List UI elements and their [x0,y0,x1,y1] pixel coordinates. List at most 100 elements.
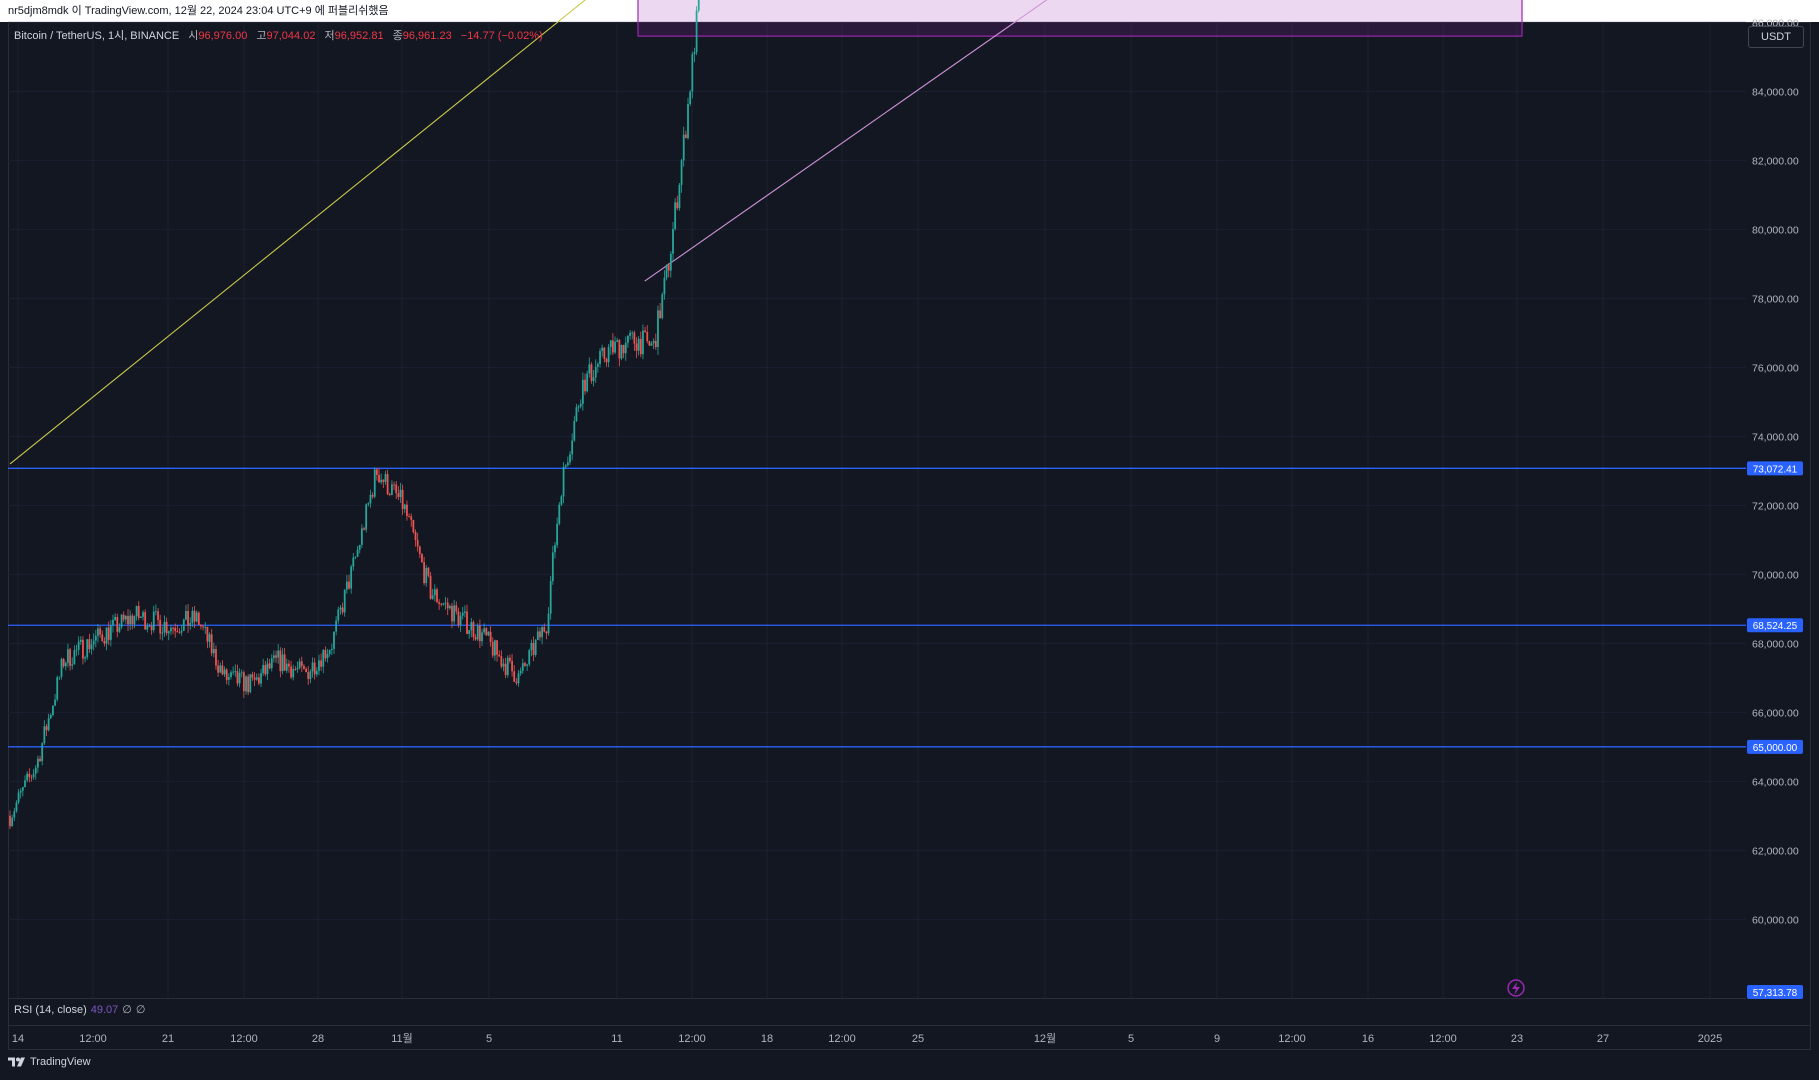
candle-body [678,184,681,209]
candle-body [399,489,402,497]
candle-body [543,627,546,632]
currency-selector[interactable]: USDT [1748,26,1804,48]
candle-body [118,627,121,632]
candle-body [549,581,552,614]
candle-body [498,654,501,657]
candle-body [459,615,462,626]
candle-body [163,621,166,633]
candle-body [639,338,642,355]
candle-body [661,294,664,319]
close-value: 96,961.23 [402,30,452,42]
candle-body [581,379,584,404]
candle-body [277,650,280,658]
bottom-price-label[interactable]: 57,313.78 [1747,985,1803,999]
candle-body [637,338,640,351]
candle-body [157,611,159,621]
candle-body [225,669,228,680]
lightning-icon[interactable] [1507,979,1525,997]
candle-body [672,229,674,254]
price-tick-label: 72,000.00 [1752,500,1799,512]
candle-body [82,639,84,659]
candle-body [333,631,335,649]
candle-body [391,484,393,496]
symbol-name: Bitcoin / TetherUS, 1시, BINANCE [14,30,180,42]
chart-pane[interactable] [8,22,1811,1050]
candle-body [386,474,389,495]
pane-divider[interactable] [8,998,1746,999]
candle-body [122,614,125,620]
candle-body [335,620,338,632]
close-label: 종 [392,30,403,42]
candle-body [384,474,387,482]
candle-body [697,0,700,11]
high-label: 고 [256,30,267,42]
time-tick-label: 12:00 [1429,1033,1457,1045]
time-axis-divider [8,1025,1811,1026]
candle-body [556,523,559,546]
candle-body [416,539,419,547]
candle-body [431,595,434,599]
candle-body [360,528,363,545]
time-axis: 14 12:00 21 12:00 28 11월 5 11 12:00 18 12:00 25 12월 5… [12,1032,1722,1045]
candle-body [339,607,342,610]
candle-body [569,454,571,463]
price-level-label[interactable]: 68,524.25 [1747,618,1803,633]
candle-body [509,657,511,661]
candle-body [109,625,112,640]
price-level-label[interactable]: 65,000.00 [1747,739,1803,754]
candle-body [620,344,623,359]
candle-body [101,634,104,642]
time-tick-label: 11 [611,1033,622,1045]
candle-body [114,617,117,620]
candle-body [86,639,89,658]
candle-body [631,332,634,334]
candle-body [97,628,99,636]
candle-body [275,655,277,658]
rsi-value: 49.07 [90,1004,119,1016]
candle-body [406,504,408,517]
candle-body [262,665,265,674]
candle-body [367,503,370,505]
candle-body [446,602,449,609]
candle-body [451,605,453,622]
price-axis: 60,000.00 62,000.00 64,000.00 66,000.00 68,0… [1752,17,1799,926]
candle-body [268,663,271,669]
price-level-label[interactable]: 73,072.41 [1747,461,1803,476]
candle-body [599,351,601,364]
candle-body [34,767,37,774]
candle-body [32,773,35,778]
price-tick-label: 74,000.00 [1752,431,1799,443]
candle-body [629,332,631,336]
trend-line[interactable] [9,0,1691,465]
candle-body [571,440,574,455]
candle-body [92,640,95,645]
candle-body [247,676,250,693]
footer-brand[interactable]: TradingView [8,1056,91,1068]
candle-body [305,668,307,673]
time-tick-label: 12:00 [230,1033,258,1045]
candle-body [30,776,33,778]
candle-body [496,640,498,655]
candle-body [112,619,114,626]
candle-body [354,556,357,558]
candle-body [326,653,329,659]
candle-body [195,612,198,622]
candle-body [519,670,522,674]
range-box[interactable] [637,0,1523,37]
price-tick-label: 82,000.00 [1752,155,1799,167]
candle-body [212,649,215,654]
rsi-legend[interactable]: RSI (14, close) 49.07 ∅ ∅ [14,1003,145,1016]
candle-body [257,677,260,684]
candle-body [393,484,395,486]
candle-body [665,265,668,278]
candle-body [185,610,187,620]
trend-line[interactable] [644,0,1543,282]
candle-body [648,341,651,346]
candle-body [521,663,524,671]
candle-body [350,566,353,589]
symbol-legend[interactable]: Bitcoin / TetherUS, 1시, BINANCE 시96,976.… [14,28,543,44]
candle-body [659,310,662,319]
candle-body [517,673,520,684]
price-tick-label: 68,000.00 [1752,638,1799,650]
